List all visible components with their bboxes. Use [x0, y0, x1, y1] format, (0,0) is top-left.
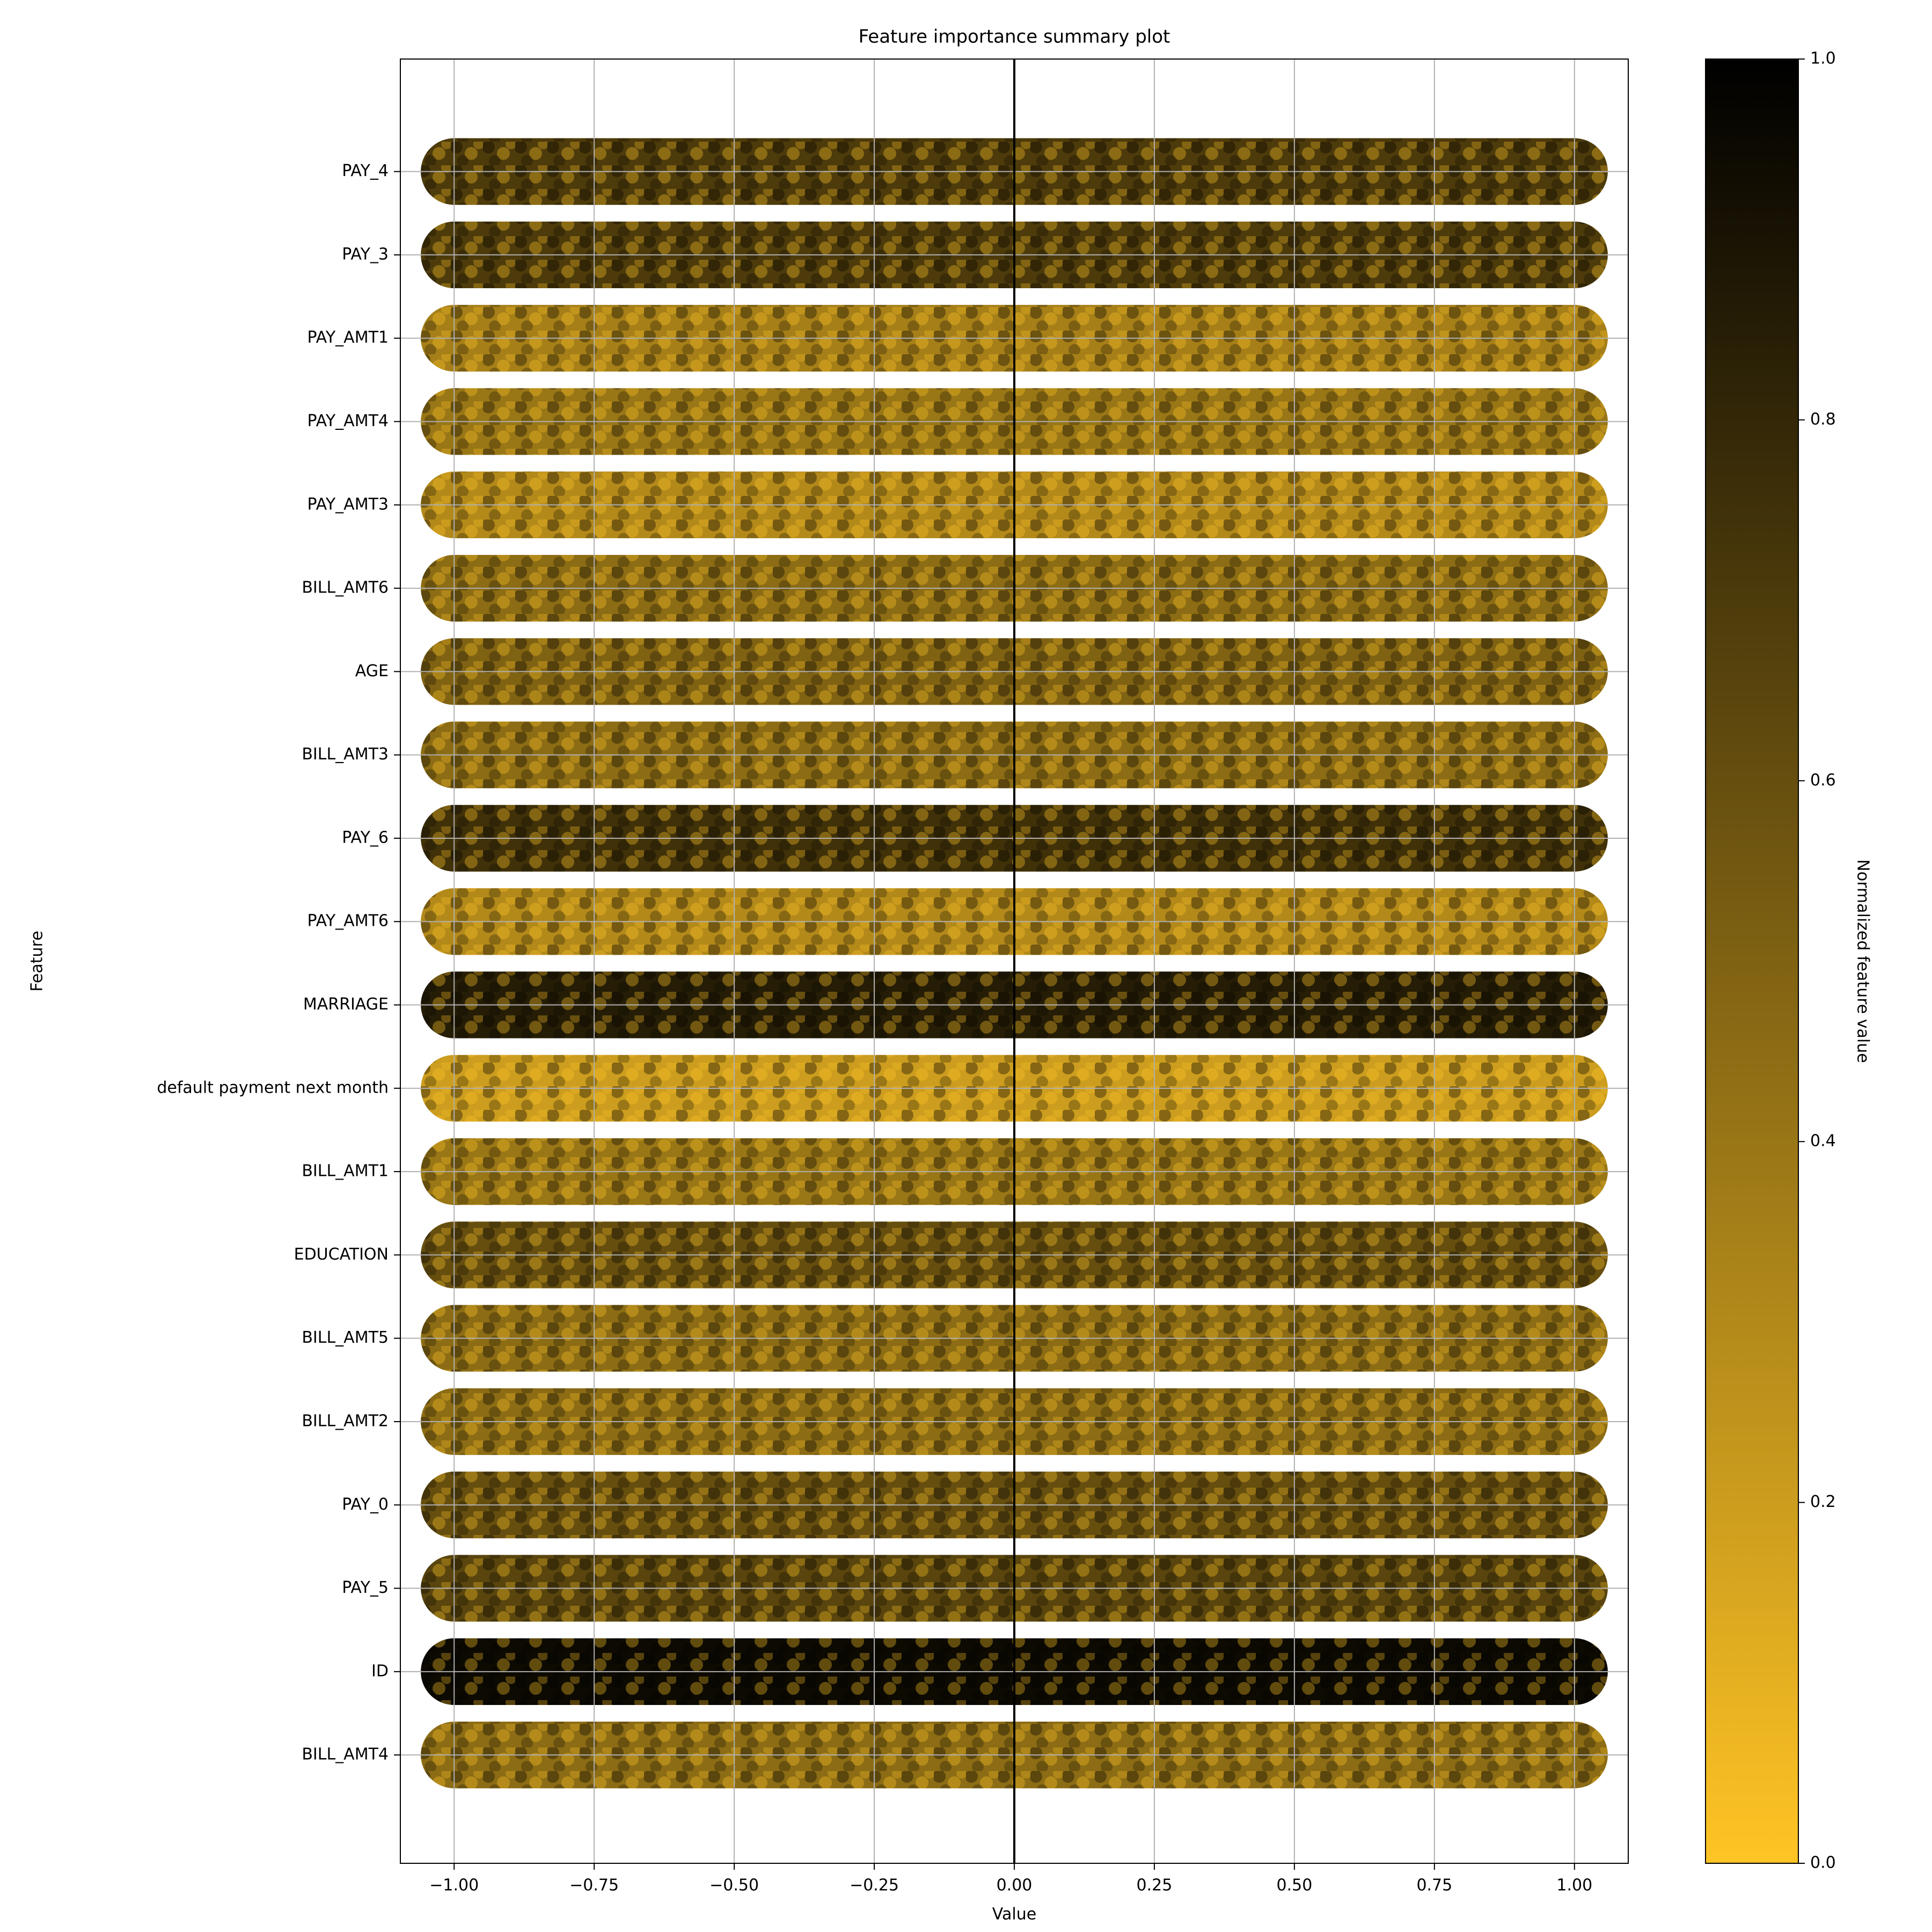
x-tick-label: −1.00	[429, 1876, 479, 1895]
y-tick-label: PAY_AMT3	[307, 495, 389, 514]
y-tick-label: BILL_AMT6	[302, 579, 389, 597]
y-tick-label: BILL_AMT1	[302, 1162, 389, 1181]
y-tick-label: BILL_AMT2	[302, 1411, 389, 1430]
y-tick-label: PAY_0	[342, 1495, 389, 1514]
x-axis-label: Value	[992, 1905, 1036, 1924]
colorbar-tick-label: 0.6	[1810, 771, 1836, 789]
x-tick-label: 0.75	[1416, 1876, 1452, 1895]
colorbar-tick-label: 0.4	[1810, 1132, 1836, 1151]
colorbar-tick-label: 0.8	[1810, 410, 1836, 429]
y-tick-label: ID	[371, 1662, 389, 1680]
colorbar-tick-label: 0.0	[1810, 1854, 1836, 1872]
y-tick-label: BILL_AMT4	[302, 1745, 389, 1764]
x-tick-label: 1.00	[1556, 1876, 1592, 1895]
y-tick-label: BILL_AMT5	[302, 1328, 389, 1347]
y-tick-label: AGE	[355, 662, 389, 680]
y-tick-label: PAY_4	[342, 162, 389, 180]
x-tick-label: −0.25	[850, 1876, 899, 1895]
y-tick-label: PAY_5	[342, 1578, 389, 1597]
y-tick-label: PAY_AMT6	[307, 912, 389, 931]
x-tick-label: −0.50	[709, 1876, 759, 1895]
x-tick-label: −0.75	[569, 1876, 619, 1895]
y-tick-label: PAY_AMT1	[307, 328, 389, 347]
colorbar-tick-label: 1.0	[1810, 49, 1836, 68]
x-tick-label: 0.00	[997, 1876, 1033, 1895]
colorbar	[1705, 58, 1799, 1864]
chart-title: Feature importance summary plot	[859, 26, 1170, 48]
colorbar-label: Normalized feature value	[1854, 859, 1872, 1063]
y-tick-label: default payment next month	[157, 1078, 389, 1097]
y-tick-label: PAY_AMT4	[307, 412, 389, 430]
y-tick-label: PAY_3	[342, 245, 389, 264]
y-tick-label: BILL_AMT3	[302, 745, 389, 764]
y-tick-label: PAY_6	[342, 828, 389, 847]
y-tick-label: EDUCATION	[294, 1245, 389, 1264]
y-axis-label: Feature	[28, 931, 47, 991]
x-tick-label: 0.50	[1276, 1876, 1312, 1895]
colorbar-tick-label: 0.2	[1810, 1492, 1836, 1511]
y-tick-label: MARRIAGE	[303, 995, 389, 1014]
x-tick-label: 0.25	[1137, 1876, 1173, 1895]
